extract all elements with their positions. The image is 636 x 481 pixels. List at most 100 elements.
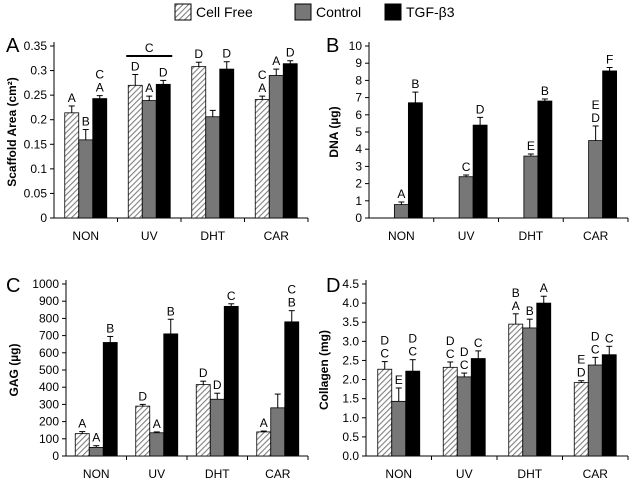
bar (127, 84, 143, 219)
significance-letter: A (153, 417, 161, 431)
x-tick-label: UV (148, 467, 165, 481)
y-axis-label: GAG (µg) (7, 344, 21, 397)
significance-letter: C (287, 283, 296, 297)
x-tick-label: CAR (265, 467, 291, 481)
significance-letter: D (591, 111, 600, 125)
y-tick-label: 400 (39, 380, 59, 394)
significance-letter: C (605, 331, 614, 345)
significance-letter: D (408, 332, 417, 346)
significance-letter: D (446, 334, 455, 348)
bar (256, 431, 272, 457)
bar (155, 83, 171, 219)
significance-letter: B (288, 296, 296, 310)
legend-swatch-control (294, 3, 312, 21)
y-tick-label: 900 (39, 294, 59, 308)
significance-letter: D (194, 47, 203, 61)
y-tick-label: 0.25 (24, 88, 48, 102)
y-tick-label: 2.5 (342, 353, 359, 367)
bar (270, 407, 286, 457)
significance-letter: A (512, 299, 520, 313)
y-tick-label: 0.2 (30, 113, 47, 127)
significance-letter: A (260, 416, 268, 430)
significance-letter: D (159, 65, 168, 79)
significance-letter: D (213, 378, 222, 392)
legend-label-cell-free: Cell Free (196, 4, 253, 20)
bar (163, 333, 179, 457)
significance-letter: D (380, 334, 389, 348)
bar (78, 139, 94, 219)
legend-item-tgf-b3: TGF-β3 (384, 3, 455, 21)
significance-letter: B (82, 115, 90, 129)
y-tick-label: 600 (39, 346, 59, 360)
bar (573, 382, 589, 457)
y-tick-label: 0.0 (342, 449, 359, 463)
x-tick-label: UV (141, 229, 158, 243)
y-axis-label: Collagen (mg) (317, 330, 331, 410)
y-tick-label: 4.5 (342, 277, 359, 291)
y-tick-label: 7 (355, 91, 362, 105)
bar (393, 204, 409, 219)
x-tick-label: CAR (583, 229, 609, 243)
significance-letter: B (106, 321, 114, 335)
significance-letter: A (272, 54, 280, 68)
significance-letter: D (591, 329, 600, 343)
bar (442, 366, 458, 457)
significance-letter: A (92, 431, 100, 445)
significance-letter: C (474, 336, 483, 350)
significance-letter: B (411, 77, 419, 91)
significance-letter: C (258, 68, 267, 82)
significance-letter: C (591, 342, 600, 356)
significance-letter: C (446, 347, 455, 361)
y-tick-label: 6 (355, 108, 362, 122)
y-tick-label: 100 (39, 432, 59, 446)
bar (268, 75, 284, 219)
y-tick-label: 1 (355, 194, 362, 208)
bar (523, 155, 539, 219)
y-tick-label: 2 (355, 177, 362, 191)
significance-letter: C (460, 358, 469, 372)
x-tick-label: NON (83, 467, 110, 481)
significance-letter: A (78, 417, 86, 431)
significance-letter: E (527, 139, 535, 153)
y-tick-label: 9 (355, 56, 362, 70)
bar (407, 102, 423, 219)
x-tick-label: DHT (200, 229, 225, 243)
significance-letter: A (145, 81, 153, 95)
bar (508, 323, 524, 457)
legend-label-control: Control (316, 4, 361, 20)
y-axis-label: DNA (µg) (327, 106, 341, 157)
x-tick-label: CAR (264, 229, 290, 243)
bar (219, 68, 235, 219)
panel-d: D Collagen (mg) 0.0 0.5 1.0 1.5 2.0 2.5 3.0 3.5 4.… (317, 275, 629, 481)
bar (191, 66, 207, 219)
x-tick-label: DHT (517, 467, 542, 481)
significance-letter: B (512, 286, 520, 300)
y-tick-label: 3 (355, 159, 362, 173)
bar (537, 100, 553, 219)
x-tick-label: UV (458, 229, 475, 243)
bar (456, 376, 472, 457)
significance-letter: A (68, 91, 76, 105)
bar (601, 354, 617, 457)
y-tick-label: 200 (39, 415, 59, 429)
y-tick-label: 300 (39, 397, 59, 411)
bar (102, 342, 118, 457)
bar (391, 400, 407, 457)
group-annotation: C (145, 41, 154, 55)
significance-letter: D (199, 366, 208, 380)
significance-letter: D (476, 102, 485, 116)
x-tick-label: NON (385, 467, 412, 481)
significance-letter: F (606, 53, 613, 67)
y-tick-label: 1000 (32, 277, 59, 291)
y-tick-label: 1.5 (342, 392, 359, 406)
significance-letter: C (408, 345, 417, 359)
bar (405, 370, 421, 457)
panel-a: A Scaffold Area (cm²) 0 0.05 0.1 0.15 0.2 0.25 0… (5, 35, 309, 243)
bar (88, 446, 104, 457)
bar (602, 70, 618, 219)
bar (64, 112, 80, 219)
y-tick-label: 700 (39, 329, 59, 343)
significance-letter: C (380, 347, 389, 361)
bar (282, 63, 298, 219)
